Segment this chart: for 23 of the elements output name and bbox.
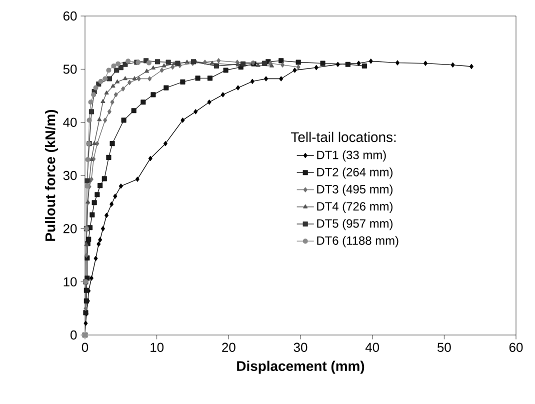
x-tick-label: 50: [437, 342, 451, 352]
x-tick-label: 60: [509, 342, 523, 352]
x-tick-label: 30: [294, 342, 308, 352]
legend-label: DT1 (33 mm): [317, 150, 386, 162]
x-tick-label: 0: [82, 342, 88, 352]
y-tick-label: 10: [64, 277, 77, 286]
y-tick-label: 0: [70, 330, 77, 340]
x-tick-label: 10: [150, 342, 164, 352]
legend-label: DT2 (264 mm): [317, 168, 392, 179]
y-tick-label: 20: [63, 224, 77, 234]
y-tick-label: 60: [63, 11, 77, 21]
legend-label: DT4 (726 mm): [317, 202, 392, 213]
y-tick-label: 30: [63, 170, 77, 180]
legend-title: Tell-tail locations:: [291, 132, 396, 142]
y-tick-label: 50: [63, 64, 77, 74]
x-axis-title: Displacement (mm): [237, 360, 364, 374]
x-tick-label: 20: [222, 342, 236, 352]
y-tick-label: 40: [63, 118, 77, 127]
legend-label: DT6 (1188 mm): [317, 236, 398, 248]
legend-label: DT5 (957 mm): [317, 218, 392, 230]
x-tick-label: 40: [365, 342, 380, 352]
legend-label: DT3 (495 mm): [317, 184, 392, 196]
y-axis-title: Pullout force (kN/m): [44, 110, 58, 241]
